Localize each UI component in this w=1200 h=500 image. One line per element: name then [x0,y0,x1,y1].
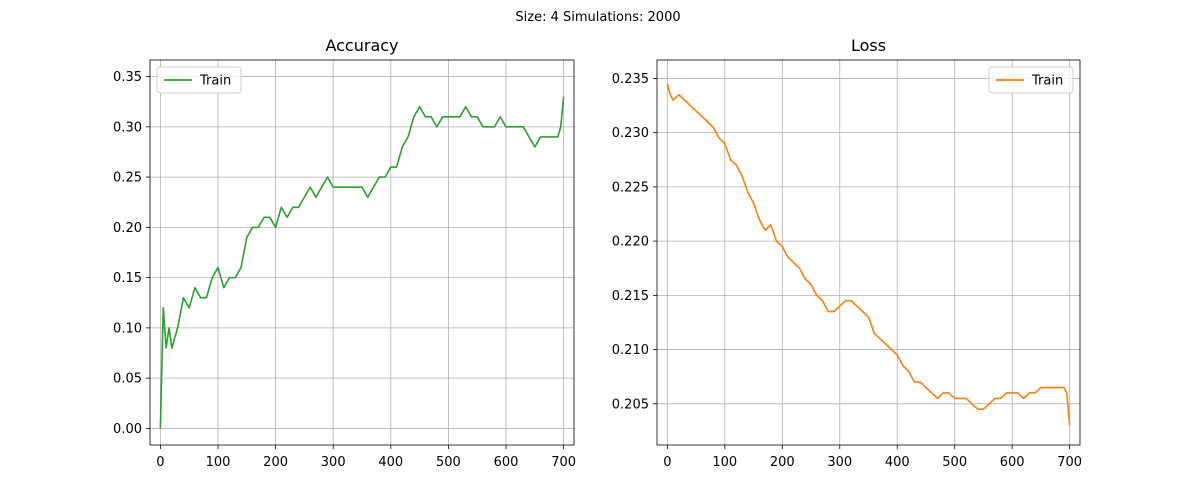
accuracy-y-tick-label: 0.20 [113,221,142,236]
accuracy-chart: 0 100 200 300 400 500 600 700 0.00 0.05 0.10 0.15 0.… [113,36,576,470]
loss-x-tick-label: 500 [942,455,967,470]
accuracy-y-tick-label: 0.30 [113,120,142,135]
accuracy-x-tick-label: 500 [436,455,461,470]
accuracy-y-tick-label: 0.10 [113,321,142,336]
accuracy-y-tick-label: 0.00 [113,422,142,437]
loss-legend: Train [988,66,1074,94]
accuracy-axes-frame [149,59,575,446]
loss-x-tick-label: 300 [827,455,852,470]
loss-x-tick-label: 700 [1057,455,1082,470]
loss-x-tick-label: 200 [770,455,795,470]
loss-y-tick-label: 0.230 [612,126,649,141]
loss-y-tick-label: 0.205 [612,397,649,412]
loss-legend-label: Train [1031,74,1063,89]
accuracy-x-tick-label: 300 [321,455,346,470]
accuracy-x-tick-label: 700 [551,455,576,470]
accuracy-x-tick-label: 100 [206,455,231,470]
loss-legend-box [988,66,1074,94]
loss-y-tick-label: 0.210 [612,343,649,358]
accuracy-y-tick-label: 0.35 [113,70,142,85]
loss-series-line-train [666,83,1071,426]
loss-x-tick-label: 400 [885,455,910,470]
loss-chart: 0 100 200 300 400 500 600 700 0.205 0.210 0.215 0.2… [612,36,1082,470]
loss-y-tick-label: 0.215 [612,289,649,304]
accuracy-chart-title: Accuracy [325,36,398,55]
accuracy-y-tick-label: 0.15 [113,271,142,286]
loss-axes-frame [656,59,1081,446]
accuracy-x-tick-label: 0 [156,455,164,470]
accuracy-legend-label: Train [199,74,231,89]
loss-y-tick-label: 0.235 [612,72,649,87]
accuracy-y-tick-label: 0.25 [113,171,142,186]
accuracy-x-tick-label: 600 [494,455,519,470]
accuracy-legend: Train [156,66,242,94]
loss-y-tick-label: 0.220 [612,235,649,250]
accuracy-legend-box [156,66,242,94]
loss-chart-title: Loss [851,36,886,55]
loss-x-tick-label: 0 [663,455,671,470]
figure-suptitle: Size: 4 Simulations: 2000 [515,10,680,25]
loss-y-tick-label: 0.225 [612,180,649,195]
accuracy-y-tick-label: 0.05 [113,372,142,387]
accuracy-x-tick-label: 400 [378,455,403,470]
loss-x-tick-label: 600 [1000,455,1025,470]
accuracy-series-line-train [159,96,565,429]
loss-x-tick-label: 100 [712,455,737,470]
accuracy-x-tick-label: 200 [263,455,288,470]
